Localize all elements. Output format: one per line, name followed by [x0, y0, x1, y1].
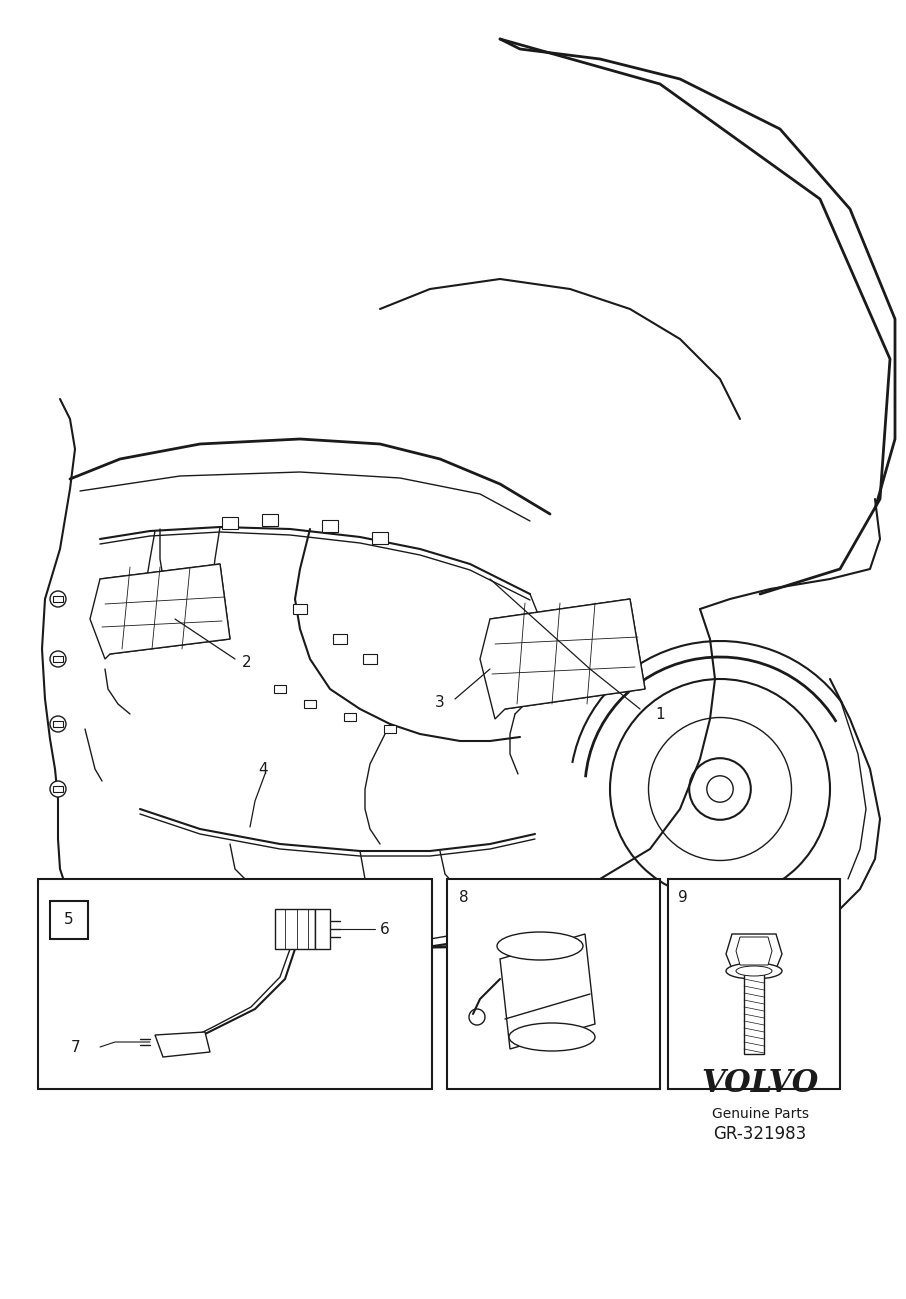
Bar [344, 713, 356, 721]
Ellipse shape [497, 931, 583, 960]
Bar [53, 656, 63, 662]
Bar [50, 902, 88, 939]
Bar [53, 786, 63, 792]
Text: 3: 3 [435, 695, 445, 709]
Polygon shape [490, 599, 645, 709]
Text: 1: 1 [655, 707, 665, 721]
Polygon shape [726, 934, 782, 969]
Polygon shape [100, 564, 230, 653]
Bar [372, 533, 388, 544]
Text: 7: 7 [71, 1039, 80, 1055]
Circle shape [50, 781, 66, 798]
Bar [668, 879, 840, 1089]
Bar [38, 879, 432, 1089]
Bar [274, 685, 286, 692]
Text: 8: 8 [459, 890, 468, 904]
Text: GR-321983: GR-321983 [713, 1125, 806, 1143]
Bar [304, 700, 316, 708]
Text: 2: 2 [242, 655, 252, 669]
Ellipse shape [726, 963, 782, 979]
Bar [384, 725, 396, 733]
Text: 4: 4 [258, 761, 267, 777]
Bar [744, 974, 764, 1053]
Bar [222, 517, 238, 529]
Bar [293, 604, 307, 614]
Circle shape [50, 591, 66, 607]
Polygon shape [90, 564, 230, 659]
Bar [333, 634, 347, 644]
Bar [53, 596, 63, 601]
Polygon shape [736, 937, 772, 965]
Text: 9: 9 [678, 890, 688, 904]
Circle shape [649, 717, 792, 860]
Polygon shape [155, 1031, 210, 1057]
Circle shape [50, 651, 66, 666]
Bar [363, 653, 377, 664]
Bar [53, 721, 63, 727]
Circle shape [689, 759, 751, 820]
Text: 5: 5 [64, 912, 73, 927]
Polygon shape [500, 934, 595, 1050]
Bar [262, 514, 278, 526]
Text: Genuine Parts: Genuine Parts [711, 1107, 808, 1121]
Bar [322, 520, 338, 533]
Ellipse shape [509, 1024, 595, 1051]
Circle shape [707, 776, 733, 803]
Polygon shape [275, 909, 315, 950]
Ellipse shape [736, 966, 772, 976]
Circle shape [610, 679, 830, 899]
Polygon shape [480, 599, 645, 720]
Text: VOLVO: VOLVO [701, 1069, 819, 1099]
Polygon shape [315, 909, 330, 950]
Bar [447, 879, 660, 1089]
Circle shape [50, 716, 66, 733]
Text: 6: 6 [380, 921, 390, 937]
